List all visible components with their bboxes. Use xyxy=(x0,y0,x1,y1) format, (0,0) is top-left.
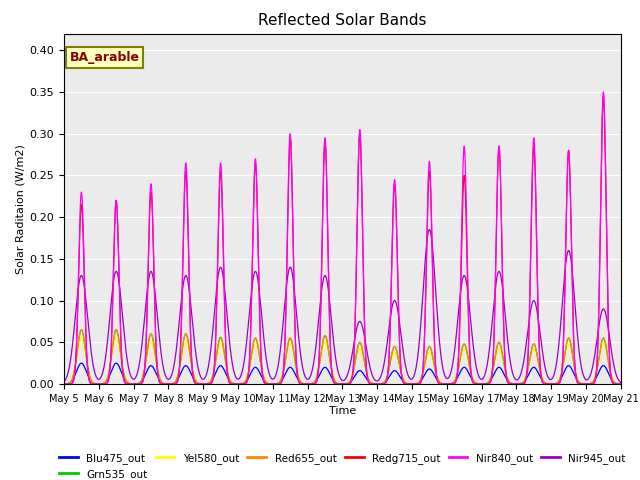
X-axis label: Time: Time xyxy=(329,407,356,417)
Y-axis label: Solar Raditaion (W/m2): Solar Raditaion (W/m2) xyxy=(15,144,26,274)
Legend: Blu475_out, Grn535_out, Yel580_out, Red655_out, Redg715_out, Nir840_out, Nir945_: Blu475_out, Grn535_out, Yel580_out, Red6… xyxy=(55,449,630,480)
Title: Reflected Solar Bands: Reflected Solar Bands xyxy=(258,13,427,28)
Text: BA_arable: BA_arable xyxy=(70,51,140,64)
